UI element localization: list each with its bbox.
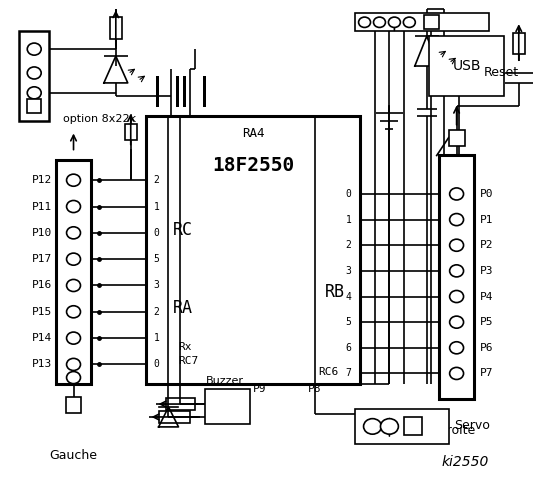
Text: Droite: Droite [438, 424, 476, 437]
Text: 0: 0 [154, 228, 159, 238]
Circle shape [450, 316, 463, 328]
Bar [205, 389, 250, 424]
Text: P13: P13 [32, 360, 52, 370]
Bar [165, 398, 195, 410]
Bar [66, 397, 81, 413]
Text: 1: 1 [154, 333, 159, 343]
Text: 7: 7 [346, 369, 352, 378]
Text: Buzzer: Buzzer [206, 376, 244, 386]
Text: Rx: Rx [179, 342, 192, 352]
Text: 5: 5 [346, 317, 352, 327]
Bar [424, 15, 439, 29]
Text: 1: 1 [346, 215, 352, 225]
Circle shape [388, 17, 400, 27]
Text: P1: P1 [480, 215, 493, 225]
Bar [429, 36, 504, 96]
Circle shape [66, 359, 81, 371]
Text: RC7: RC7 [179, 356, 199, 366]
Text: USB: USB [452, 59, 481, 73]
Text: P10: P10 [32, 228, 52, 238]
Text: P4: P4 [480, 291, 493, 301]
Text: 0: 0 [154, 360, 159, 370]
Circle shape [358, 17, 371, 27]
Bar [159, 411, 190, 423]
Circle shape [66, 279, 81, 291]
Text: ki2550: ki2550 [441, 455, 489, 468]
Text: 5: 5 [154, 254, 159, 264]
Text: P14: P14 [32, 333, 52, 343]
Text: P8: P8 [308, 384, 321, 394]
Text: P15: P15 [32, 307, 52, 317]
Circle shape [363, 419, 382, 434]
Bar [145, 116, 359, 384]
Circle shape [373, 17, 385, 27]
Circle shape [27, 43, 41, 55]
Text: RA4: RA4 [242, 127, 264, 140]
Circle shape [66, 332, 81, 344]
Text: P17: P17 [32, 254, 52, 264]
Text: P16: P16 [32, 280, 52, 290]
Text: 3: 3 [346, 266, 352, 276]
Bar [110, 17, 122, 39]
Bar [27, 99, 41, 113]
Text: P0: P0 [480, 189, 493, 199]
Bar [19, 31, 49, 120]
Circle shape [450, 367, 463, 380]
Text: P9: P9 [253, 384, 267, 394]
Text: Reset: Reset [484, 66, 519, 80]
Circle shape [66, 306, 81, 318]
Text: P12: P12 [32, 175, 52, 185]
Text: option 8x22k: option 8x22k [63, 114, 136, 124]
Text: P6: P6 [480, 343, 493, 353]
Circle shape [450, 188, 463, 200]
Bar [439, 156, 474, 399]
Text: P7: P7 [480, 369, 493, 378]
Text: 4: 4 [346, 291, 352, 301]
Text: 2: 2 [154, 307, 159, 317]
Text: RC: RC [173, 221, 192, 239]
Text: RC6: RC6 [318, 367, 338, 377]
Text: P3: P3 [480, 266, 493, 276]
Text: 18F2550: 18F2550 [212, 156, 294, 175]
Text: 2: 2 [346, 240, 352, 250]
Text: 6: 6 [346, 343, 352, 353]
Circle shape [66, 253, 81, 265]
Text: P2: P2 [480, 240, 493, 250]
Circle shape [380, 419, 398, 434]
Text: P5: P5 [480, 317, 493, 327]
Bar [448, 130, 465, 145]
Circle shape [66, 201, 81, 213]
Text: P11: P11 [32, 202, 52, 212]
Bar [354, 13, 489, 31]
Circle shape [66, 372, 81, 384]
Text: 3: 3 [154, 280, 159, 290]
Circle shape [66, 227, 81, 239]
Bar [125, 124, 137, 140]
Text: 2: 2 [154, 175, 159, 185]
Text: 0: 0 [346, 189, 352, 199]
Circle shape [450, 342, 463, 354]
Text: RB: RB [325, 283, 345, 300]
Text: 1: 1 [154, 202, 159, 212]
Bar [56, 160, 91, 384]
Circle shape [450, 214, 463, 226]
Circle shape [450, 290, 463, 302]
Bar [404, 418, 422, 435]
Circle shape [27, 67, 41, 79]
Circle shape [66, 174, 81, 186]
Text: RA: RA [173, 299, 192, 317]
Circle shape [450, 265, 463, 277]
Circle shape [27, 87, 41, 99]
Circle shape [450, 239, 463, 251]
Bar [354, 409, 449, 444]
Text: Gauche: Gauche [49, 449, 97, 462]
Bar [513, 33, 525, 54]
Circle shape [403, 17, 415, 27]
Text: Servo: Servo [454, 420, 490, 432]
